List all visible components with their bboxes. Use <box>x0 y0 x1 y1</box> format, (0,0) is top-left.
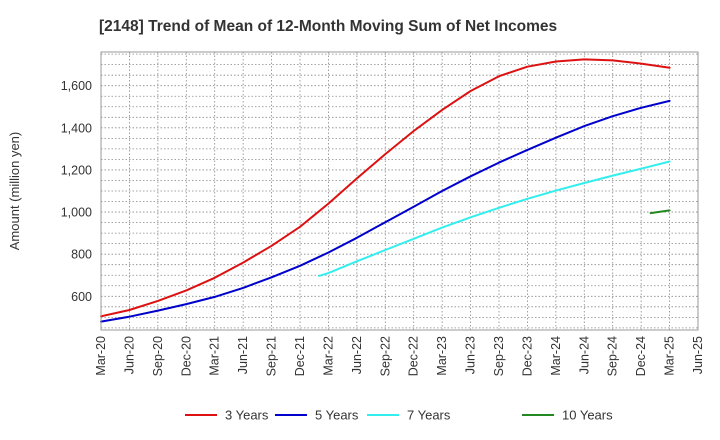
y-tick-labels: 600 800 1,000 1,200 1,400 1,600 <box>61 79 92 304</box>
x-tick-label: Jun-23 <box>464 336 478 374</box>
y-tick-label: 1,400 <box>61 121 92 135</box>
plot-frame <box>100 51 699 331</box>
x-tick-label: Sep-24 <box>606 336 620 376</box>
x-tick-label: Sep-21 <box>265 336 279 376</box>
x-tick-label: Dec-21 <box>293 336 307 376</box>
x-tick-label: Dec-24 <box>634 336 648 376</box>
series-line-7-years <box>318 160 671 277</box>
x-tick-label: Jun-21 <box>236 336 250 374</box>
x-tick-label: Sep-23 <box>492 336 506 376</box>
legend: 3 Years 5 Years 7 Years 10 Years <box>185 408 613 423</box>
y-tick-label: 800 <box>71 248 92 262</box>
x-tick-labels: Mar-20 Jun-20 Sep-20 Dec-20 Mar-21 Jun-21 Sep-… <box>94 336 705 376</box>
x-tick-label: Sep-22 <box>378 336 392 376</box>
x-tick-label: Dec-22 <box>407 336 421 376</box>
x-tick-label: Sep-20 <box>151 336 165 376</box>
x-tick-label: Mar-22 <box>321 336 335 376</box>
y-tick-label: 1,000 <box>61 206 92 220</box>
series-line-5-years <box>100 99 671 323</box>
x-tick-label: Mar-21 <box>208 336 222 376</box>
x-tick-label: Jun-20 <box>122 336 136 374</box>
legend-label-10-years: 10 Years <box>562 408 613 423</box>
series-line-10-years <box>649 209 671 215</box>
x-tick-label: Jun-24 <box>577 336 591 374</box>
y-tick-label: 600 <box>71 290 92 304</box>
y-axis-label: Amount (million yen) <box>7 132 22 251</box>
x-tick-label: Mar-23 <box>435 336 449 376</box>
x-tick-label: Mar-20 <box>94 336 108 376</box>
x-tick-label: Jun-25 <box>691 336 705 374</box>
grid-layer <box>101 52 698 330</box>
chart-title: [2148] Trend of Mean of 12-Month Moving … <box>99 18 557 35</box>
x-tick-label: Dec-23 <box>520 336 534 376</box>
x-tick-label: Mar-25 <box>663 336 677 376</box>
legend-label-5-years: 5 Years <box>315 408 359 423</box>
series-layer <box>100 58 671 323</box>
x-tick-label: Jun-22 <box>350 336 364 374</box>
legend-label-7-years: 7 Years <box>407 408 451 423</box>
y-tick-label: 1,200 <box>61 163 92 177</box>
x-tick-label: Mar-24 <box>549 336 563 376</box>
legend-label-3-years: 3 Years <box>225 408 269 423</box>
series-line-3-years <box>100 58 671 318</box>
x-tick-label: Dec-20 <box>179 336 193 376</box>
y-tick-label: 1,600 <box>61 79 92 93</box>
